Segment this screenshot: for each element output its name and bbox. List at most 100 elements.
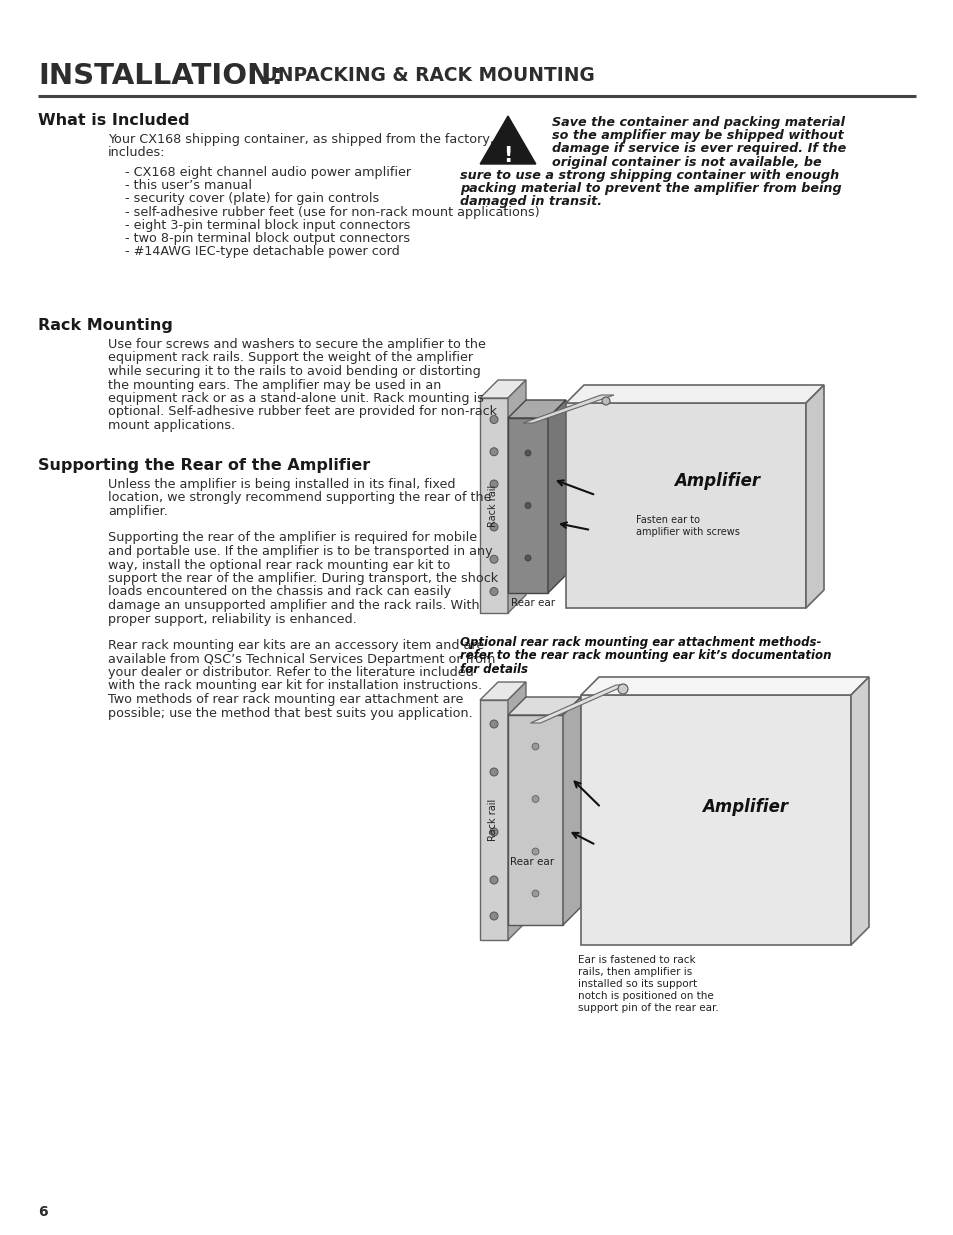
Text: available from QSC’s Technical Services Department or from: available from QSC’s Technical Services …	[108, 652, 495, 666]
Text: so the amplifier may be shipped without: so the amplifier may be shipped without	[552, 130, 842, 142]
Text: Ear is fastened to rack: Ear is fastened to rack	[578, 955, 695, 965]
Polygon shape	[507, 682, 525, 940]
Polygon shape	[479, 700, 507, 940]
Text: Fasten ear to
amplifier with screws: Fasten ear to amplifier with screws	[636, 515, 740, 537]
Circle shape	[490, 827, 497, 836]
Text: equipment rack or as a stand-alone unit. Rack mounting is: equipment rack or as a stand-alone unit.…	[108, 391, 483, 405]
Circle shape	[490, 768, 497, 776]
Text: - self-adhesive rubber feet (use for non-rack mount applications): - self-adhesive rubber feet (use for non…	[125, 205, 539, 219]
Circle shape	[524, 555, 531, 561]
Polygon shape	[507, 715, 562, 925]
Text: What is Included: What is Included	[38, 112, 190, 128]
Text: - #14AWG IEC-type detachable power cord: - #14AWG IEC-type detachable power cord	[125, 246, 399, 258]
Circle shape	[490, 522, 497, 531]
Text: Rear rack mounting ear kits are an accessory item and are: Rear rack mounting ear kits are an acces…	[108, 638, 484, 652]
Polygon shape	[850, 677, 868, 945]
Text: support pin of the rear ear.: support pin of the rear ear.	[578, 1003, 718, 1013]
Text: Save the container and packing material: Save the container and packing material	[552, 116, 844, 128]
Text: - eight 3-pin terminal block input connectors: - eight 3-pin terminal block input conne…	[125, 219, 410, 232]
Text: Rear ear: Rear ear	[510, 857, 554, 867]
Text: damage if service is ever required. If the: damage if service is ever required. If t…	[552, 142, 845, 156]
Text: equipment rack rails. Support the weight of the amplifier: equipment rack rails. Support the weight…	[108, 352, 473, 364]
Circle shape	[601, 396, 609, 405]
Circle shape	[618, 684, 627, 694]
Text: Optional rear rack mounting ear attachment methods-: Optional rear rack mounting ear attachme…	[459, 636, 821, 650]
Text: your dealer or distributor. Refer to the literature included: your dealer or distributor. Refer to the…	[108, 666, 474, 679]
Circle shape	[532, 848, 538, 855]
Polygon shape	[565, 403, 805, 608]
Text: loads encountered on the chassis and rack can easily: loads encountered on the chassis and rac…	[108, 585, 451, 599]
Text: rails, then amplifier is: rails, then amplifier is	[578, 967, 692, 977]
Text: while securing it to the rails to avoid bending or distorting: while securing it to the rails to avoid …	[108, 366, 480, 378]
Text: - security cover (plate) for gain controls: - security cover (plate) for gain contro…	[125, 193, 379, 205]
Circle shape	[490, 556, 497, 563]
Text: - two 8-pin terminal block output connectors: - two 8-pin terminal block output connec…	[125, 232, 410, 245]
Polygon shape	[522, 395, 614, 424]
Text: Amplifier: Amplifier	[701, 799, 788, 816]
Text: Supporting the rear of the amplifier is required for mobile: Supporting the rear of the amplifier is …	[108, 531, 477, 545]
Polygon shape	[580, 677, 868, 695]
Text: packing material to prevent the amplifier from being: packing material to prevent the amplifie…	[459, 182, 841, 195]
Text: includes:: includes:	[108, 147, 166, 159]
Text: Two methods of rear rack mounting ear attachment are: Two methods of rear rack mounting ear at…	[108, 693, 463, 706]
Text: way, install the optional rear rack mounting ear kit to: way, install the optional rear rack moun…	[108, 558, 450, 572]
Text: Use four screws and washers to secure the amplifier to the: Use four screws and washers to secure th…	[108, 338, 485, 351]
Text: Rack rail: Rack rail	[488, 484, 497, 526]
Text: damaged in transit.: damaged in transit.	[459, 195, 601, 209]
Text: amplifier.: amplifier.	[108, 505, 168, 517]
Polygon shape	[530, 685, 625, 722]
Polygon shape	[479, 380, 525, 398]
Text: INSTALLATION:: INSTALLATION:	[38, 62, 283, 90]
Text: notch is positioned on the: notch is positioned on the	[578, 990, 713, 1002]
Text: installed so its support: installed so its support	[578, 979, 697, 989]
Polygon shape	[507, 697, 580, 715]
Text: Rack Mounting: Rack Mounting	[38, 317, 172, 333]
Circle shape	[532, 795, 538, 803]
Text: support the rear of the amplifier. During transport, the shock: support the rear of the amplifier. Durin…	[108, 572, 497, 585]
Text: UNPACKING & RACK MOUNTING: UNPACKING & RACK MOUNTING	[255, 65, 594, 85]
Circle shape	[490, 876, 497, 884]
Text: with the rack mounting ear kit for installation instructions.: with the rack mounting ear kit for insta…	[108, 679, 481, 693]
Circle shape	[490, 480, 497, 488]
Text: damage an unsupported amplifier and the rack rails. With: damage an unsupported amplifier and the …	[108, 599, 479, 613]
Polygon shape	[507, 417, 547, 593]
Text: Supporting the Rear of the Amplifier: Supporting the Rear of the Amplifier	[38, 458, 370, 473]
Polygon shape	[507, 380, 525, 613]
Text: 6: 6	[38, 1205, 48, 1219]
Text: original container is not available, be: original container is not available, be	[552, 156, 821, 169]
Text: Rack rail: Rack rail	[488, 799, 497, 841]
Text: - CX168 eight channel audio power amplifier: - CX168 eight channel audio power amplif…	[125, 165, 411, 179]
Polygon shape	[580, 695, 850, 945]
Text: proper support, reliability is enhanced.: proper support, reliability is enhanced.	[108, 613, 356, 625]
Text: mount applications.: mount applications.	[108, 419, 235, 432]
Text: for details: for details	[459, 663, 527, 676]
Circle shape	[532, 743, 538, 750]
Text: refer to the rear rack mounting ear kit’s documentation: refer to the rear rack mounting ear kit’…	[459, 650, 831, 662]
Circle shape	[490, 415, 497, 424]
Text: optional. Self-adhesive rubber feet are provided for non-rack: optional. Self-adhesive rubber feet are …	[108, 405, 497, 419]
Text: Rear ear: Rear ear	[511, 598, 555, 608]
Circle shape	[524, 450, 531, 456]
Polygon shape	[479, 116, 536, 164]
Polygon shape	[562, 697, 580, 925]
Text: possible; use the method that best suits you application.: possible; use the method that best suits…	[108, 706, 473, 720]
Polygon shape	[507, 400, 565, 417]
Text: Amplifier: Amplifier	[673, 472, 760, 490]
Polygon shape	[479, 682, 525, 700]
Circle shape	[490, 911, 497, 920]
Polygon shape	[805, 385, 823, 608]
Polygon shape	[547, 400, 565, 593]
Polygon shape	[479, 398, 507, 613]
Text: Unless the amplifier is being installed in its final, fixed: Unless the amplifier is being installed …	[108, 478, 455, 492]
Circle shape	[490, 588, 497, 595]
Circle shape	[490, 448, 497, 456]
Circle shape	[532, 890, 538, 897]
Text: - this user’s manual: - this user’s manual	[125, 179, 252, 193]
Text: location, we strongly recommend supporting the rear of the: location, we strongly recommend supporti…	[108, 492, 491, 505]
Text: the mounting ears. The amplifier may be used in an: the mounting ears. The amplifier may be …	[108, 378, 441, 391]
Polygon shape	[565, 385, 823, 403]
Text: !: !	[503, 146, 512, 165]
Circle shape	[490, 720, 497, 727]
Text: sure to use a strong shipping container with enough: sure to use a strong shipping container …	[459, 169, 839, 182]
Text: Your CX168 shipping container, as shipped from the factory,: Your CX168 shipping container, as shippe…	[108, 133, 494, 146]
